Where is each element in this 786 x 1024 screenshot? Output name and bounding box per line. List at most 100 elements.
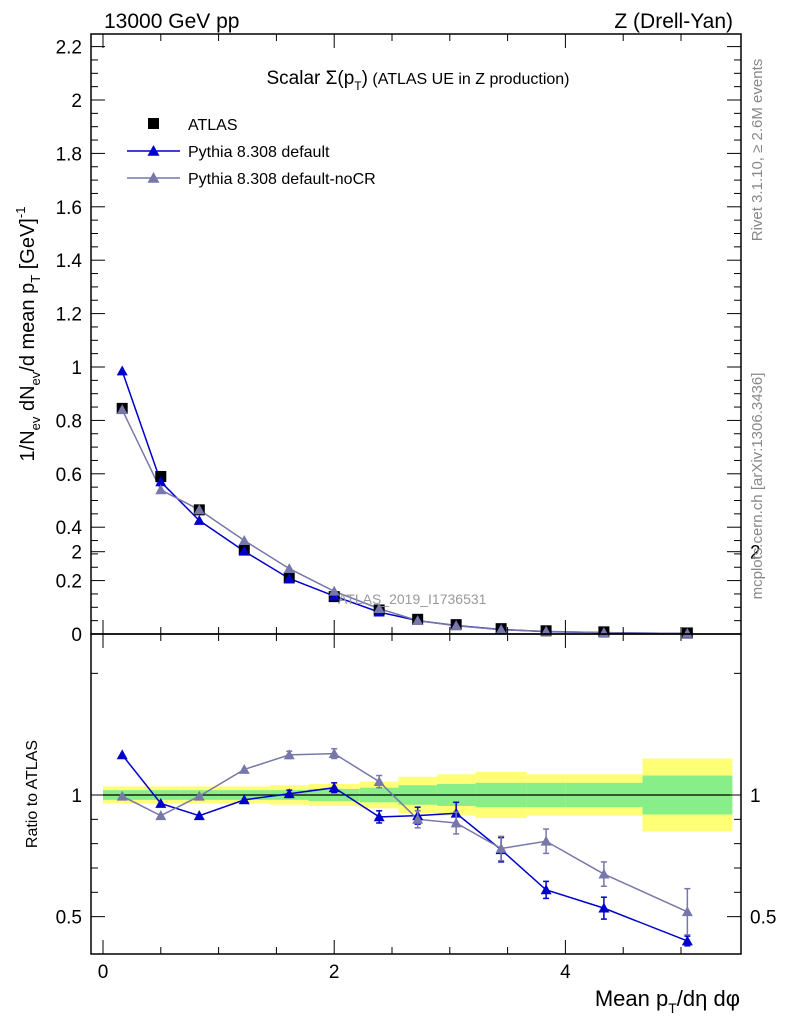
ratio-data-point (681, 935, 693, 946)
main-ytick-label: 1 (71, 358, 82, 379)
main-title-suffix: (ATLAS UE in Z production) (368, 71, 570, 88)
legend-entry-label: ATLAS (188, 117, 238, 134)
ylabel-a: 1/N (17, 430, 39, 461)
xlabel-b: T (668, 1000, 677, 1016)
ratio-ytick-label-left: 0.5 (56, 908, 82, 929)
ratio-data-point (155, 798, 167, 808)
main-ytick-label: 0.6 (56, 465, 82, 486)
ratio-data-point (193, 810, 205, 821)
ratio-data-point (540, 835, 552, 846)
legend-entry-label: Pythia 8.308 default-noCR (188, 171, 376, 188)
ratio-data-point (540, 884, 552, 895)
main-title-prefix: Scalar (266, 68, 325, 89)
ratio-ytick-label-right: 0.5 (750, 908, 776, 929)
main-data-point-mc (193, 515, 205, 525)
main-data-point-mc (495, 624, 507, 635)
ratio-data-point (373, 811, 385, 822)
main-ytick-label: 1.4 (56, 251, 83, 272)
ratio-y-label: Ratio to ATLAS (24, 740, 41, 848)
main-y-label: 1/Nev dNev/d mean pT [GeV]-1 (13, 207, 43, 462)
main-title-sigma: Σ(p (326, 68, 355, 89)
ylabel-f: T (28, 275, 43, 283)
main-ytick-label: 0.4 (56, 518, 83, 539)
ratio-data-point (283, 788, 295, 799)
header-left: 13000 GeV pp (104, 10, 239, 33)
ratio-data-point (328, 748, 340, 759)
main-title-close: ) (362, 68, 368, 89)
main-panel: 0 0.2 0.4 0.6 0.8 1 1.2 1.4 1.6 1.8 2 2.2 Scalar Σ(… (13, 33, 742, 646)
ratio-data-point (328, 782, 340, 793)
ratio-data-point (681, 906, 693, 917)
main-data-point-mc (373, 603, 385, 614)
main-ytick-label: 0 (71, 625, 82, 646)
main-data-point-mc (155, 476, 167, 487)
main-data-point-mc (238, 545, 250, 556)
ratio-ytick-label-left: 1 (71, 786, 82, 807)
main-title-sub: T (354, 79, 362, 93)
rivet-version-label: Rivet 3.1.10, ≥ 2.6M events (749, 59, 766, 242)
main-data-point-mc (412, 615, 424, 626)
watermark-analysis: ATLAS_2019_I1736531 (338, 591, 487, 607)
ratio-data-point (116, 790, 128, 801)
main-ytick-label: 1.8 (56, 144, 82, 165)
ratio-data-point (283, 749, 295, 760)
ratio-data-point (238, 794, 250, 805)
main-data-point-mc (116, 404, 128, 415)
main-ytick-label: 0.8 (56, 411, 82, 432)
ratio-ytick-label-left: 2 (71, 543, 82, 564)
main-data-point-mc (155, 484, 167, 495)
ratio-data-point (598, 902, 610, 913)
ratio-plot-area (116, 748, 693, 947)
ratio-data-point (412, 813, 424, 824)
xlabel-a: Mean p (595, 986, 668, 1011)
main-title: Scalar Σ(pT) (ATLAS UE in Z production) (266, 68, 569, 93)
ratio-x-label: Mean pT/dη dφ (595, 986, 740, 1016)
main-plot-area (116, 365, 693, 639)
main-ytick-label: 2.2 (56, 38, 82, 59)
ratio-data-point (373, 776, 385, 787)
main-data-point-mc (238, 535, 250, 545)
ratio-data-point (450, 817, 462, 828)
main-data-point-mc (283, 563, 295, 573)
main-data-point-mc (681, 627, 693, 638)
legend-marker-mc (147, 145, 160, 156)
ylabel-d: ev (28, 371, 43, 385)
mcplots-source-label: mcplots.cern.ch [arXiv:1306.3436] (749, 373, 766, 600)
ratio-x-axis: 0 2 4 (98, 634, 682, 983)
main-ytick-label: 2 (71, 91, 82, 112)
main-data-point-mc (193, 504, 205, 515)
ylabel-e: /d mean p (17, 283, 39, 372)
main-ytick-label: 1.6 (56, 198, 82, 219)
main-ytick-label: 0.2 (56, 572, 82, 593)
ylabel-b: ev (28, 416, 43, 430)
ylabel-h: -1 (13, 207, 28, 219)
main-data-point-mc (450, 620, 462, 631)
ratio-data-point (238, 763, 250, 774)
ratio-data-point (116, 749, 128, 760)
ratio-ytick-label-right: 2 (750, 543, 761, 564)
ylabel-c: dN (17, 385, 39, 416)
ratio-ytick-label-right: 1 (750, 786, 761, 807)
main-ytick-label: 1.2 (56, 305, 82, 326)
ratio-panel: 0.5 0.5 1 1 2 2 0 2 4 Ratio to ATLAS Mean pT/dη… (24, 543, 776, 1016)
main-data-point-mc (283, 572, 295, 583)
ratio-y-axis: 0.5 0.5 1 1 2 2 (56, 543, 777, 929)
ratio-data-point (193, 790, 205, 801)
ratio-data-point (495, 843, 507, 853)
legend: ATLAS Pythia 8.308 default Pythia 8.308 de… (127, 117, 376, 188)
legend-entry-label: Pythia 8.308 default (188, 144, 330, 161)
header-right: Z (Drell-Yan) (614, 10, 733, 33)
main-data-point-mc (116, 365, 128, 376)
ratio-xtick-label: 4 (560, 962, 571, 983)
ratio-xtick-label: 2 (329, 962, 340, 983)
xlabel-c: /dη dφ (677, 986, 740, 1011)
ylabel-g: [GeV] (17, 218, 39, 275)
ratio-data-point (598, 868, 610, 879)
ratio-data-point (155, 810, 167, 821)
legend-marker-atlas (148, 118, 159, 129)
main-data-point-mc (328, 585, 340, 596)
ratio-xtick-label: 0 (98, 962, 109, 983)
legend-marker-mc (147, 172, 160, 183)
main-y-axis: 0 0.2 0.4 0.6 0.8 1 1.2 1.4 1.6 1.8 2 2.2 (56, 34, 741, 646)
